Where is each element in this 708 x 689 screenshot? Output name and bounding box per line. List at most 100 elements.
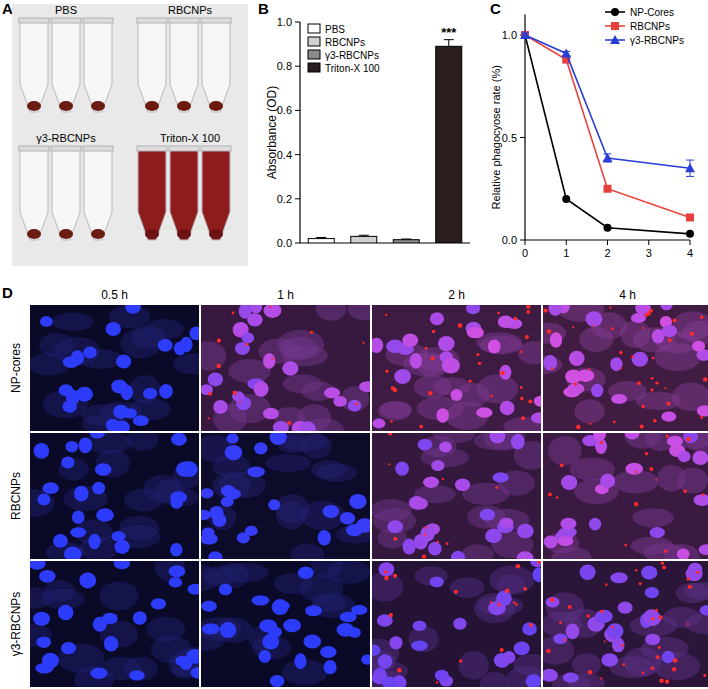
nucleus bbox=[544, 535, 558, 548]
nucleus bbox=[170, 543, 182, 556]
nucleus bbox=[678, 451, 691, 463]
nucleus bbox=[226, 433, 238, 443]
marker bbox=[520, 30, 530, 39]
nucleus bbox=[245, 526, 258, 536]
micrograph bbox=[543, 561, 708, 687]
micrograph bbox=[201, 433, 370, 559]
x-tick-label: 0 bbox=[522, 247, 528, 259]
tube-rim bbox=[169, 18, 199, 23]
tube bbox=[84, 22, 112, 112]
nucleus bbox=[111, 531, 125, 541]
particle bbox=[687, 623, 689, 625]
nucleus bbox=[589, 518, 601, 531]
nucleus bbox=[254, 442, 267, 454]
nucleus bbox=[188, 584, 199, 595]
particle bbox=[642, 672, 645, 675]
particle bbox=[605, 583, 608, 586]
nucleus bbox=[436, 408, 448, 423]
particle bbox=[572, 326, 574, 328]
nucleus bbox=[517, 524, 534, 539]
particle bbox=[641, 405, 645, 409]
nucleus bbox=[323, 505, 340, 518]
cytoplasm bbox=[208, 505, 236, 530]
particle bbox=[393, 574, 397, 578]
cytoplasm bbox=[281, 433, 328, 452]
nucleus bbox=[348, 400, 362, 412]
particle bbox=[355, 402, 358, 405]
nucleus bbox=[83, 346, 96, 358]
particle bbox=[668, 338, 672, 342]
nucleus bbox=[42, 653, 59, 669]
y-tick-label: 1.0 bbox=[502, 29, 517, 41]
y-axis bbox=[299, 22, 300, 243]
particle bbox=[432, 330, 435, 333]
photo-label: Triton-X 100 bbox=[160, 132, 220, 144]
nucleus bbox=[158, 339, 173, 352]
nucleus bbox=[92, 482, 105, 495]
nucleus bbox=[412, 621, 426, 631]
particle bbox=[217, 364, 221, 368]
nucleus bbox=[213, 400, 228, 414]
nucleus bbox=[499, 365, 511, 380]
legend-marker bbox=[610, 35, 620, 44]
nucleus bbox=[455, 478, 470, 491]
nucleus bbox=[340, 512, 355, 524]
nucleus bbox=[283, 619, 301, 633]
photo-label: γ3-RBCNPs bbox=[36, 132, 96, 144]
nucleus bbox=[595, 610, 613, 623]
nucleus bbox=[268, 499, 280, 510]
cytoplasm bbox=[433, 433, 476, 444]
particle bbox=[437, 541, 440, 544]
legend-label: RBCNPs bbox=[325, 37, 365, 48]
nucleus bbox=[78, 437, 92, 453]
nucleus bbox=[569, 351, 585, 366]
nucleus bbox=[254, 381, 269, 396]
nucleus bbox=[263, 408, 279, 420]
nucleus bbox=[96, 508, 114, 521]
particle bbox=[651, 617, 654, 620]
legend-label: PBS bbox=[325, 24, 345, 35]
nucleus bbox=[191, 667, 199, 679]
nucleus bbox=[106, 322, 121, 336]
nucleus bbox=[650, 527, 665, 538]
nucleus bbox=[420, 526, 434, 542]
nucleus bbox=[242, 332, 255, 343]
nucleus bbox=[270, 433, 287, 445]
nucleus bbox=[239, 305, 252, 319]
cytoplasm bbox=[543, 356, 562, 374]
particle bbox=[658, 646, 661, 649]
particle bbox=[397, 668, 402, 673]
nucleus bbox=[632, 352, 648, 367]
nucleus bbox=[349, 494, 366, 509]
photo-bg bbox=[12, 4, 248, 266]
nucleus bbox=[90, 667, 107, 679]
particle bbox=[521, 416, 525, 420]
particle bbox=[560, 463, 564, 467]
particle bbox=[513, 601, 516, 604]
nucleus bbox=[201, 488, 214, 498]
line-chart: 0.00.51.001234Relative phagocyose rate (… bbox=[490, 7, 695, 259]
particle bbox=[631, 355, 634, 358]
particle bbox=[666, 435, 669, 438]
pellet bbox=[145, 101, 159, 111]
cytoplasm bbox=[173, 354, 199, 375]
particle bbox=[526, 310, 530, 314]
photo-label: PBS bbox=[55, 4, 77, 16]
particle bbox=[673, 658, 678, 663]
particle bbox=[478, 362, 481, 365]
pellet bbox=[91, 229, 105, 239]
cytoplasm bbox=[479, 335, 522, 354]
nucleus bbox=[176, 462, 193, 477]
nucleus bbox=[43, 482, 59, 494]
nucleus bbox=[601, 653, 618, 666]
particle bbox=[686, 437, 691, 442]
tube bbox=[52, 150, 80, 240]
particle bbox=[516, 564, 520, 568]
particle bbox=[442, 478, 444, 480]
nucleus bbox=[305, 605, 322, 616]
row-label: RBCNPs bbox=[9, 472, 23, 520]
particle bbox=[665, 679, 669, 683]
cytoplasm bbox=[124, 657, 157, 681]
micrograph-bg bbox=[543, 561, 708, 687]
nucleus bbox=[563, 672, 579, 682]
